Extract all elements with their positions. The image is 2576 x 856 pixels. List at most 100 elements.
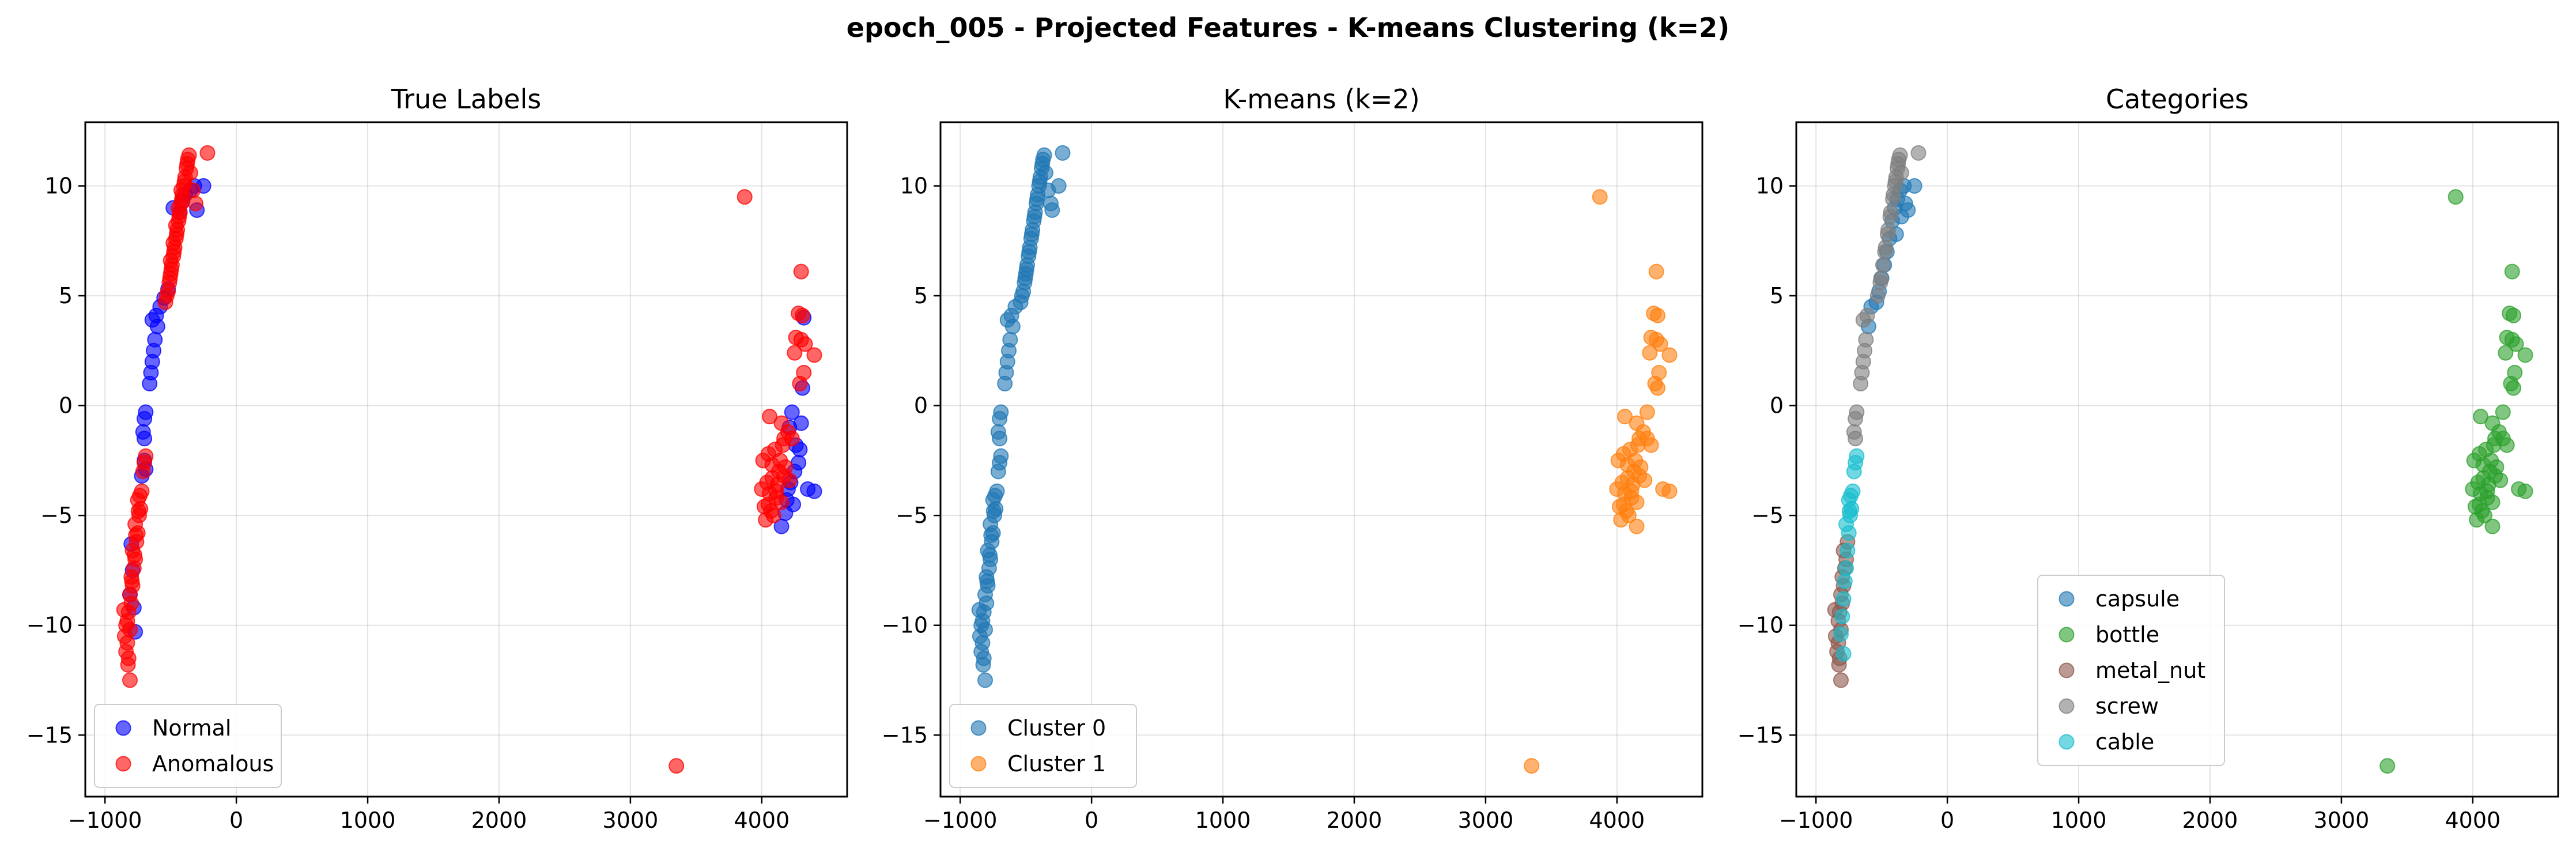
x-tick-label: 2000 xyxy=(471,808,527,833)
scatter-point xyxy=(182,165,198,181)
legend-label: screw xyxy=(2095,693,2159,719)
scatter-point xyxy=(168,217,184,233)
scatter-point xyxy=(1879,226,1895,242)
scatter-point xyxy=(1838,560,1854,576)
scatter-point xyxy=(171,200,187,216)
scatter-point xyxy=(2484,518,2501,534)
x-tick-label: −1000 xyxy=(68,808,142,833)
scatter-point xyxy=(792,442,808,458)
scatter-point xyxy=(1018,261,1034,277)
legend-marker xyxy=(2058,662,2075,678)
series-bottle xyxy=(2379,189,2533,774)
scatter-point xyxy=(791,455,807,471)
y-tick-label: −15 xyxy=(882,722,928,748)
scatter-point xyxy=(1840,542,1856,559)
scatter-point xyxy=(792,376,808,392)
y-tick-label: 10 xyxy=(1756,174,1784,199)
scatter-point xyxy=(1835,591,1852,607)
scatter-point xyxy=(1524,758,1540,774)
scatter-point xyxy=(2504,263,2520,280)
scatter-point xyxy=(124,574,140,590)
scatter-point xyxy=(2379,758,2396,774)
legend: Cluster 0 Cluster 1 xyxy=(949,704,1137,788)
scatter-point xyxy=(1869,288,1886,304)
scatter-point xyxy=(1887,178,1903,194)
x-tick-label: 1000 xyxy=(2051,808,2107,833)
scatter-point xyxy=(1026,209,1043,225)
scatter-point xyxy=(977,672,993,688)
legend: Normal Anomalous xyxy=(94,704,282,788)
y-tick-label: −15 xyxy=(1738,722,1784,748)
y-tick-label: −10 xyxy=(1738,613,1784,638)
scatter-point xyxy=(758,512,774,528)
scatter-point xyxy=(1661,483,1678,499)
series-cluster-1 xyxy=(1524,189,1678,774)
scatter-point xyxy=(1051,178,1067,194)
scatter-point xyxy=(1633,459,1649,475)
panel-3: Categories −1000 0 1000 2000 3000 4000 −15 −10 −5… xyxy=(1738,84,2559,833)
scatter-point xyxy=(2517,347,2533,363)
scatter-point xyxy=(981,547,998,563)
scatter-point xyxy=(2508,336,2524,352)
legend-label: cable xyxy=(2095,729,2154,755)
scatter-point xyxy=(1615,496,1631,512)
scatter-point xyxy=(1877,244,1893,260)
legend-label: Anomalous xyxy=(152,751,274,776)
scatter-point xyxy=(128,527,144,543)
scatter-point xyxy=(1023,226,1040,242)
scatter-point xyxy=(132,488,148,504)
scatter-point xyxy=(165,235,182,251)
series-cable xyxy=(1833,448,1865,662)
scatter-point xyxy=(2499,437,2515,453)
scatter-point xyxy=(1882,209,1898,225)
x-tick-label: 0 xyxy=(1085,808,1098,833)
y-tick-label: −10 xyxy=(882,613,928,638)
scatter-point xyxy=(1846,463,1862,480)
panel-2: K-means (k=2) −1000 0 1000 2000 3000 4000 −15 −1… xyxy=(882,84,1704,833)
scatter-point xyxy=(2479,483,2495,499)
scatter-point xyxy=(1617,409,1633,425)
scatter-point xyxy=(1613,512,1629,528)
scatter-point xyxy=(1650,307,1666,323)
legend-box xyxy=(2037,575,2225,766)
scatter-point xyxy=(1841,503,1857,519)
scatter-point xyxy=(1834,608,1850,624)
scatter-point xyxy=(1044,202,1060,218)
scatter-point xyxy=(1631,431,1648,447)
scatter-point xyxy=(1652,336,1668,352)
scatter-point xyxy=(1055,145,1071,161)
scatter-point xyxy=(199,145,216,161)
scatter-point xyxy=(2517,483,2533,499)
scatter-point xyxy=(764,470,780,486)
scatter-point xyxy=(1643,437,1659,453)
scatter-point xyxy=(1629,518,1645,534)
scatter-point xyxy=(1859,307,1875,323)
scatter-point xyxy=(1890,160,1906,176)
legend-box xyxy=(94,704,282,788)
scatter-point xyxy=(2488,459,2505,475)
scatter-point xyxy=(1014,288,1030,304)
legend-label: metal_nut xyxy=(2095,658,2205,683)
scatter-point xyxy=(973,617,989,633)
scatter-point xyxy=(2495,404,2511,420)
y-tick-label: −5 xyxy=(896,503,928,528)
scatter-point xyxy=(668,758,685,774)
scatter-point xyxy=(1623,483,1640,499)
scatter-point xyxy=(987,488,1003,504)
scatter-point xyxy=(795,307,811,323)
scatter-point xyxy=(762,409,778,425)
scatter-point xyxy=(1833,626,1849,642)
y-tick-label: −15 xyxy=(27,722,73,748)
legend-label: bottle xyxy=(2095,622,2159,647)
scatter-point xyxy=(2506,380,2522,396)
scatter-point xyxy=(138,448,154,464)
y-tick-label: −5 xyxy=(40,503,73,528)
scatter-point xyxy=(1642,345,1658,361)
scatter-point xyxy=(2487,431,2503,447)
scatter-point xyxy=(1848,410,1864,427)
y-tick-label: 0 xyxy=(914,393,928,418)
legend-label: capsule xyxy=(2095,586,2180,612)
scatter-point xyxy=(806,347,822,363)
scatter-point xyxy=(768,483,784,499)
